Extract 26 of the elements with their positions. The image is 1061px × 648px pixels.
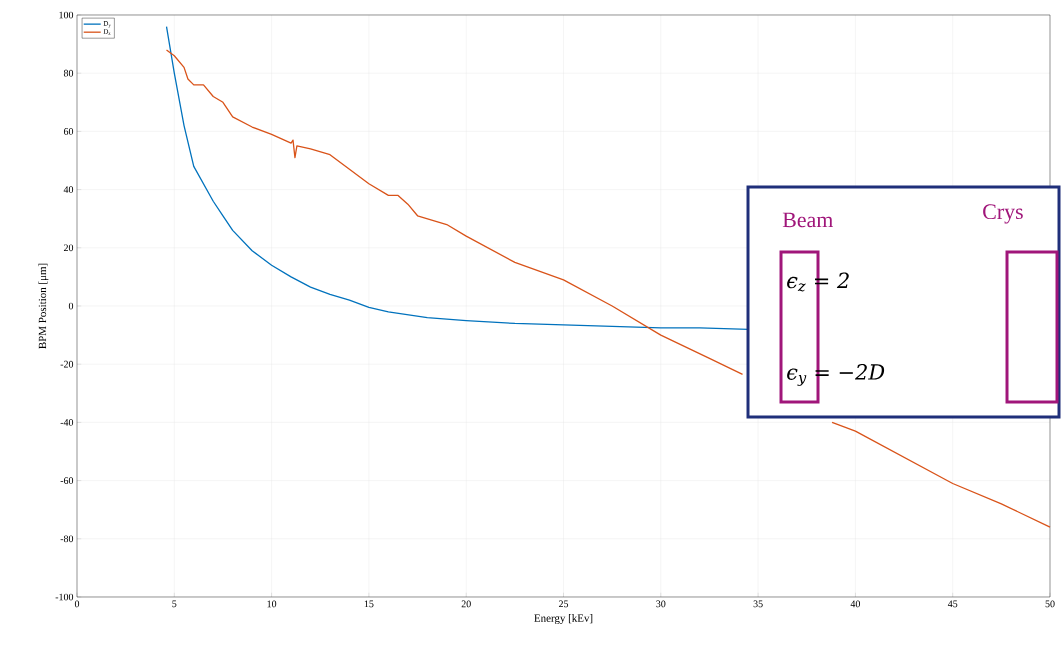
x-tick-label: 20 — [461, 600, 471, 608]
y-tick-label: -80 — [60, 535, 74, 543]
y-tick-label: 60 — [63, 128, 74, 135]
x-tick-label: 10 — [267, 600, 277, 608]
x-tick-label: 0 — [74, 600, 80, 608]
x-tick-label: 25 — [558, 600, 569, 608]
annotation: Beam — [782, 212, 833, 228]
x-tick-label: 5 — [172, 600, 177, 608]
y-tick-label: -100 — [55, 593, 74, 601]
x-tick-label: 50 — [1045, 600, 1055, 608]
x-tick-label: 15 — [364, 600, 374, 608]
y-axis-title: BPM Position [μm] — [38, 263, 49, 349]
y-tick-label: 100 — [59, 11, 74, 19]
y-tick-label: 20 — [63, 244, 74, 252]
y-tick-label: 0 — [68, 302, 74, 310]
x-tick-label: 40 — [850, 600, 861, 608]
x-tick-label: 35 — [753, 600, 763, 608]
annotation: Crys — [983, 204, 1023, 224]
y-tick-label: -20 — [60, 360, 74, 368]
y-tick-label: -40 — [60, 419, 74, 426]
y-tick-label: 80 — [63, 69, 74, 77]
x-tick-label: 30 — [656, 600, 666, 608]
x-tick-label: 45 — [947, 600, 958, 608]
x-axis-title: Energy [kEv] — [534, 614, 593, 625]
y-tick-label: -60 — [60, 477, 74, 484]
y-tick-label: 40 — [63, 186, 74, 193]
